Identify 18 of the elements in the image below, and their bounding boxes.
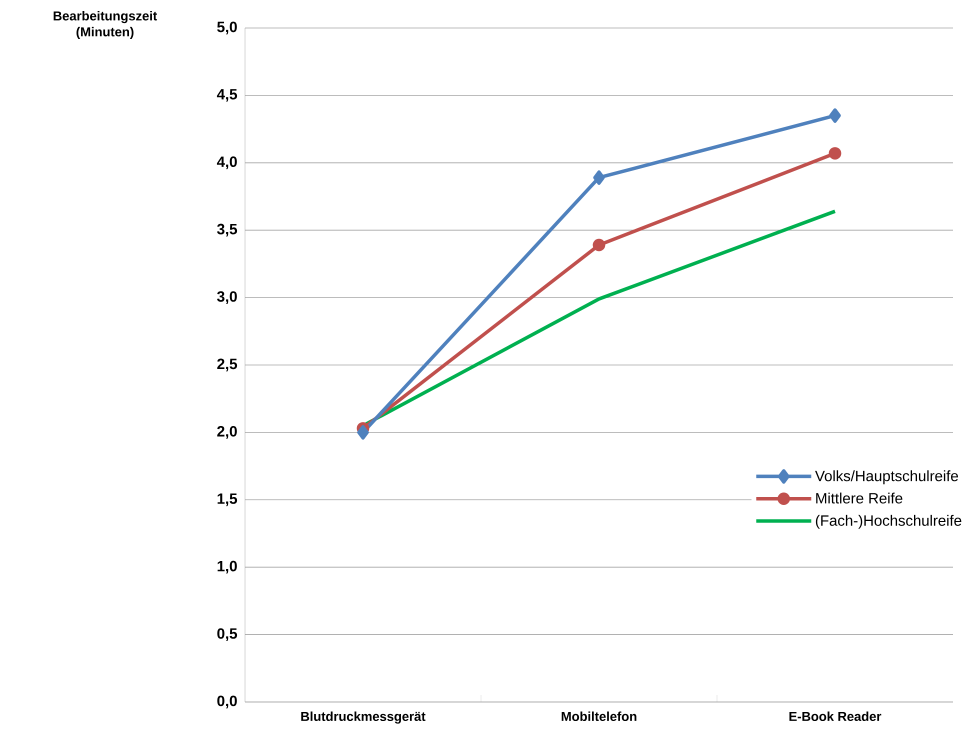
y-tick-label: 0,0 [217, 696, 237, 708]
y-tick-label: 1,0 [218, 560, 237, 574]
y-tick-label: 5,0 [217, 22, 237, 34]
y-tick-label: 2,5 [217, 358, 238, 372]
legend-label: Mittlere Reife [816, 492, 902, 504]
y-tick-label: 1,5 [218, 493, 238, 506]
x-tick-label: Mobiltelefon [562, 712, 636, 722]
x-tick-label: E-Book Reader [789, 712, 882, 722]
y-tick-label: 0,5 [217, 628, 238, 641]
legend-label: (Fach-)Hochschulreife [816, 514, 962, 529]
legend-label: Volks/Hauptschulreife [815, 470, 958, 484]
y-tick-label: 3,0 [217, 291, 237, 304]
y-tick-label: 4,5 [216, 89, 238, 102]
y-axis-title: Bearbeitungszeit (Minuten) [54, 10, 158, 39]
x-tick-label: Blutdruckmessgerät [301, 712, 426, 724]
y-tick-label: 4,0 [216, 156, 237, 170]
y-tick-label: 2,0 [217, 426, 237, 439]
y-tick-label: 3,5 [217, 224, 238, 237]
